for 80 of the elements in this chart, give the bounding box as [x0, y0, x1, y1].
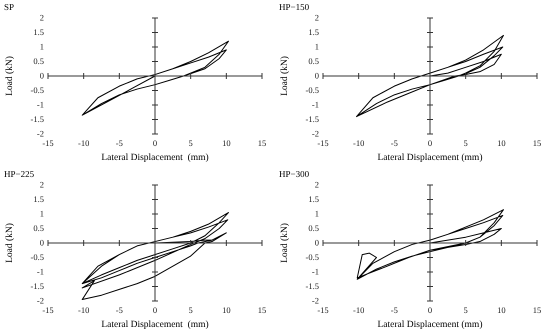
line-series: [356, 209, 504, 280]
y-tick-label: -2: [312, 296, 319, 306]
y-tick-label: -2: [312, 128, 319, 139]
y-tick-label: 1: [314, 208, 319, 219]
y-tick-label: -0.5: [306, 252, 319, 262]
line-series: [82, 40, 229, 116]
y-tick-label: 2: [40, 180, 44, 190]
y-tick-label: 1: [40, 42, 44, 52]
x-tick-label: 10: [222, 138, 231, 148]
x-tick-label: -10: [352, 305, 364, 316]
x-tick-label: -15: [42, 305, 54, 316]
x-tick-label: -5: [390, 305, 398, 316]
x-tick-label: -15: [317, 305, 329, 316]
y-tick-label: 0: [40, 238, 44, 248]
x-tick-label: -5: [116, 305, 123, 316]
y-tick-label: 2: [40, 12, 44, 23]
y-tick-label: 1.5: [33, 27, 44, 38]
y-tick-label: 1.5: [308, 27, 319, 38]
x-tick-label: 15: [532, 138, 542, 148]
y-tick-label: 1: [40, 208, 44, 219]
y-tick-label: -1.5: [30, 114, 44, 124]
x-tick-label: -10: [352, 138, 364, 148]
y-tick-label: -1: [312, 266, 319, 277]
y-tick-label: 2: [314, 180, 319, 190]
x-tick-label: 5: [464, 138, 468, 148]
y-tick-label: 0: [314, 70, 319, 81]
y-tick-label: -1: [312, 100, 319, 110]
x-tick-label: -15: [42, 138, 54, 148]
x-tick-label: 15: [532, 305, 542, 316]
x-tick-label: -5: [390, 138, 398, 148]
x-tick-label: 15: [258, 305, 266, 316]
line-series: [356, 34, 504, 118]
y-tick-label: -1.5: [30, 281, 44, 292]
chart-title: HP−300: [279, 169, 310, 179]
x-tick-label: 10: [497, 138, 506, 148]
y-tick-label: 0.5: [308, 56, 319, 66]
x-axis-title: Lateral Displacement (mm): [378, 320, 482, 330]
x-tick-label: 0: [152, 305, 158, 316]
y-tick-label: 1.5: [308, 194, 319, 204]
chart-title: SP: [4, 2, 14, 12]
y-tick-label: -0.5: [30, 252, 44, 262]
x-tick-label: 15: [258, 138, 266, 148]
y-tick-label: -2: [36, 128, 44, 139]
y-axis-title: Load (kN): [280, 56, 290, 96]
y-tick-label: -2: [36, 296, 44, 306]
x-tick-label: -5: [116, 138, 123, 148]
x-axis-title: Lateral Displacement (mm): [101, 153, 209, 163]
y-tick-label: 0.5: [33, 56, 44, 66]
y-tick-label: -1.5: [306, 114, 319, 124]
x-tick-label: 5: [188, 138, 193, 148]
x-tick-label: -10: [78, 138, 90, 148]
x-axis-title: Lateral Displacement (mm): [378, 153, 482, 163]
y-tick-label: 0.5: [33, 223, 44, 234]
y-tick-label: -0.5: [30, 85, 44, 96]
x-tick-label: 0: [428, 305, 432, 316]
y-tick-label: 1: [314, 42, 319, 52]
x-tick-label: 5: [188, 305, 193, 316]
y-tick-label: -1.5: [306, 281, 319, 292]
y-tick-label: 0.5: [308, 223, 319, 234]
x-tick-label: 0: [152, 138, 158, 148]
chart-title: HP−150: [279, 2, 310, 12]
x-tick-label: 0: [428, 138, 432, 148]
line-series: [82, 212, 229, 300]
y-tick-label: -0.5: [306, 85, 319, 96]
x-tick-label: 5: [464, 305, 468, 316]
x-tick-label: 10: [222, 305, 231, 316]
y-tick-label: -1: [36, 100, 44, 110]
x-tick-label: -15: [317, 138, 329, 148]
y-tick-label: 1.5: [33, 194, 44, 204]
chart-title: HP−225: [4, 169, 35, 179]
x-axis-title: Lateral Displacement (mm): [101, 320, 209, 330]
y-axis-title: Load (kN): [280, 223, 290, 263]
x-tick-label: 10: [497, 305, 506, 316]
y-tick-label: -1: [36, 266, 44, 277]
y-axis-title: Load (kN): [5, 223, 15, 263]
y-tick-label: 0: [40, 70, 44, 81]
y-tick-label: 0: [314, 238, 319, 248]
x-tick-label: -10: [78, 305, 90, 316]
y-tick-label: 2: [314, 12, 319, 23]
y-axis-title: Load (kN): [5, 56, 15, 96]
